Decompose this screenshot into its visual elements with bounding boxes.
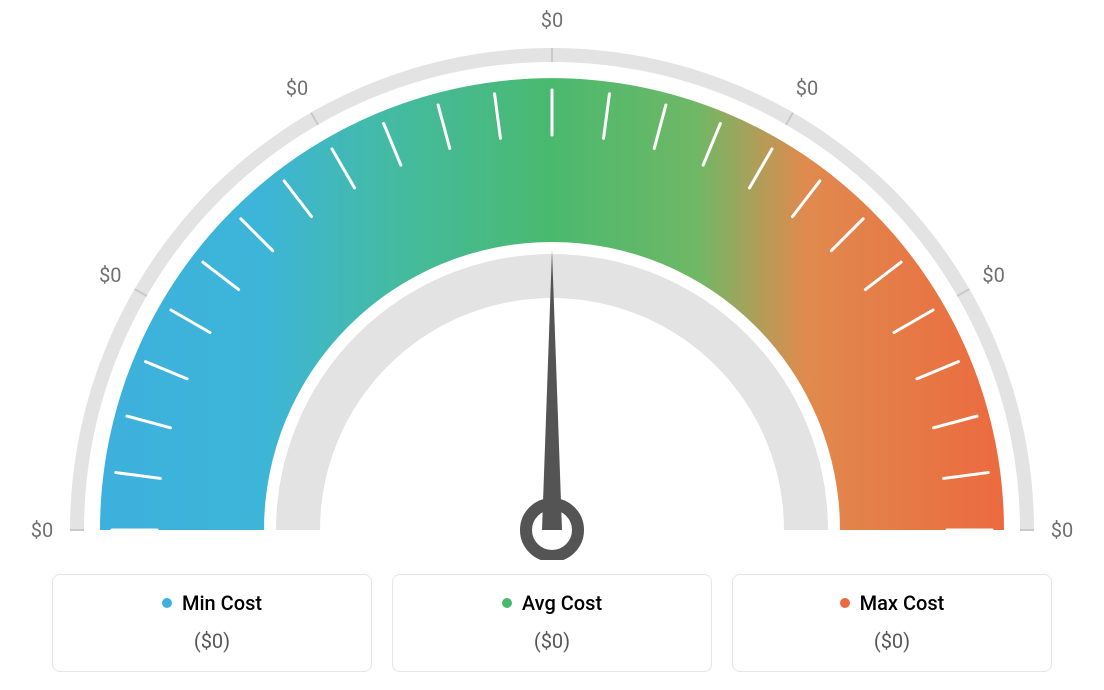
- legend-card-avg: Avg Cost ($0): [392, 574, 712, 672]
- gauge-tick-label: $0: [1051, 518, 1073, 542]
- gauge-tick-label: $0: [99, 263, 121, 287]
- legend-card-max: Max Cost ($0): [732, 574, 1052, 672]
- legend-value: ($0): [743, 629, 1041, 653]
- gauge-tick-label: $0: [796, 76, 818, 100]
- gauge-tick-label: $0: [541, 8, 563, 32]
- legend-row: Min Cost ($0) Avg Cost ($0) Max Cost ($0…: [0, 574, 1104, 672]
- legend-label: Avg Cost: [522, 591, 602, 615]
- gauge-tick-label: $0: [982, 263, 1004, 287]
- legend-value: ($0): [63, 629, 361, 653]
- legend-title-min: Min Cost: [162, 591, 262, 615]
- gauge-tick-label: $0: [286, 76, 308, 100]
- dot-icon: [840, 598, 850, 608]
- legend-title-max: Max Cost: [840, 591, 945, 615]
- legend-card-min: Min Cost ($0): [52, 574, 372, 672]
- legend-value: ($0): [403, 629, 701, 653]
- legend-title-avg: Avg Cost: [502, 591, 602, 615]
- legend-label: Min Cost: [182, 591, 262, 615]
- gauge-tick-label: $0: [31, 518, 53, 542]
- legend-label: Max Cost: [860, 591, 945, 615]
- gauge-chart: $0 $0 $0 $0 $0 $0 $0: [32, 0, 1072, 560]
- gauge-svg: [32, 0, 1072, 560]
- dot-icon: [502, 598, 512, 608]
- dot-icon: [162, 598, 172, 608]
